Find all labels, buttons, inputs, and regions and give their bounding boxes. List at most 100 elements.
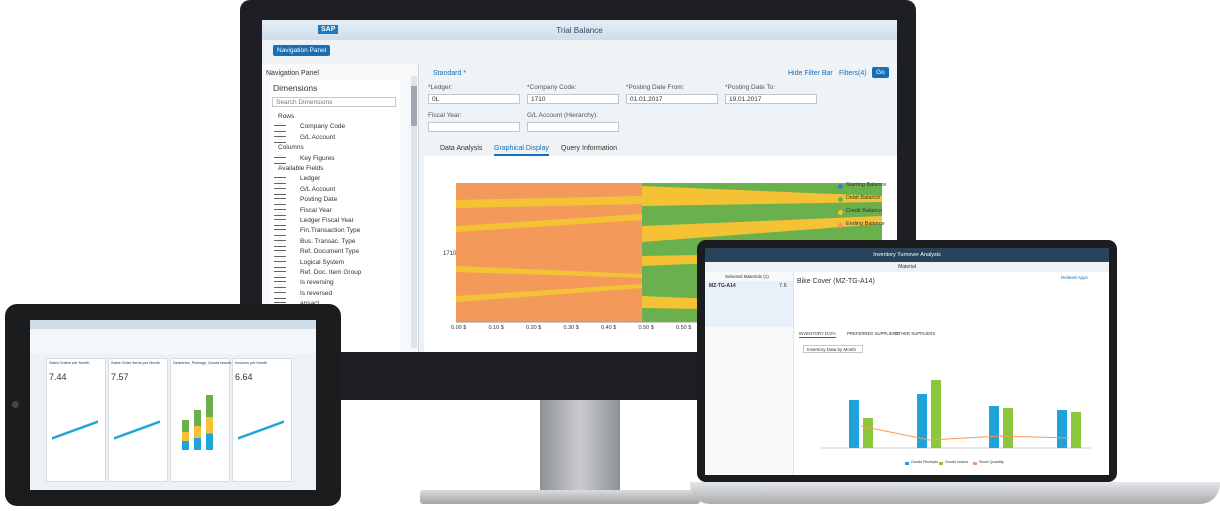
field-label: G/L Account (Hierarchy): bbox=[527, 112, 598, 119]
card-title: Deliveries, Pickings, Goods Issues bbox=[173, 361, 232, 365]
nav-item: Is reversed bbox=[300, 289, 333, 297]
tablet-screen: Sales Orders per Month 7.44 Sales Order It… bbox=[30, 320, 316, 490]
field-input[interactable]: 0L bbox=[428, 94, 520, 104]
nav-item: G/L Account bbox=[300, 185, 336, 193]
legend-dot bbox=[838, 210, 843, 215]
card-kpi: 7.57 bbox=[111, 372, 129, 382]
list-item-value: 7.6 bbox=[779, 283, 787, 289]
laptop-chart bbox=[821, 380, 1091, 449]
related-apps[interactable]: Related Apps bbox=[1061, 275, 1088, 280]
x-tick-label: 0.40 $ bbox=[601, 325, 617, 331]
kpi-card[interactable] bbox=[170, 358, 230, 482]
tablet-header bbox=[30, 320, 316, 329]
sap-logo: SAP bbox=[318, 25, 339, 34]
card-title: Sales Order Items per Month bbox=[111, 361, 160, 365]
nav-item: Fin.Transaction Type bbox=[300, 227, 361, 235]
tablet-button bbox=[12, 401, 19, 408]
legend-label: Credit Balance bbox=[846, 208, 883, 214]
object-title: Bike Cover (MZ-TG-A14) bbox=[797, 278, 875, 285]
legend-label: Goods Issues bbox=[945, 460, 969, 464]
line-chart bbox=[52, 395, 98, 465]
drag-icon bbox=[274, 260, 286, 268]
x-tick-label: 0.10 $ bbox=[488, 325, 504, 331]
nav-item: Is reversing bbox=[300, 279, 334, 287]
x-tick-label: 0.50 $ bbox=[676, 325, 692, 331]
nav-item: Key Figures bbox=[300, 154, 335, 162]
field-input[interactable] bbox=[527, 122, 619, 132]
card-title: Sales Orders per Month bbox=[49, 361, 90, 365]
stack-bar bbox=[206, 395, 213, 450]
legend-swatch bbox=[973, 462, 977, 465]
nav-search[interactable]: Search Dimensions bbox=[272, 97, 396, 107]
field-input[interactable]: 1710 bbox=[527, 94, 619, 104]
drag-icon bbox=[274, 219, 286, 226]
field-label: *Posting Date To: bbox=[725, 84, 776, 91]
x-tick-label: 0.00 $ bbox=[451, 325, 467, 331]
drag-icon bbox=[274, 125, 286, 133]
line-chart bbox=[238, 395, 284, 465]
field-input[interactable] bbox=[428, 122, 520, 132]
variant[interactable]: Standard * bbox=[433, 70, 467, 77]
x-tick-label: 0.30 $ bbox=[563, 325, 579, 331]
area-credit bbox=[642, 186, 882, 312]
nav-item: ansact bbox=[300, 301, 319, 308]
legend-dot bbox=[838, 184, 843, 189]
legend-label: Debit Balance bbox=[846, 195, 881, 201]
nav-item: Ref. Doc. Item Group bbox=[300, 269, 362, 276]
field-input[interactable]: 19.01.2017 bbox=[725, 94, 817, 104]
object-tab[interactable]: PREFERRED SUPPLIERS bbox=[847, 331, 899, 336]
drag-icon bbox=[274, 250, 286, 258]
list-item[interactable] bbox=[705, 281, 793, 327]
legend-swatch bbox=[905, 462, 909, 465]
card-title: Invoices per Month bbox=[235, 361, 268, 365]
nav-section: Available Fields bbox=[278, 165, 324, 172]
nav-item: Ledger bbox=[300, 175, 321, 183]
nav-item: Bus. Transac. Type bbox=[300, 237, 356, 245]
tab[interactable]: Graphical Display bbox=[494, 145, 549, 156]
drag-icon bbox=[274, 135, 286, 143]
monitor-neck bbox=[540, 400, 620, 492]
nav-item: Ledger Fiscal Year bbox=[300, 217, 354, 224]
laptop-base bbox=[690, 482, 1220, 504]
legend-dot bbox=[838, 223, 843, 228]
monitor-base bbox=[420, 490, 700, 504]
list-title: Selected Materials (1) bbox=[725, 274, 769, 279]
list-item-title: MZ-TG-A14 bbox=[709, 283, 736, 289]
filters[interactable]: Filters(4) bbox=[839, 70, 867, 77]
drag-icon bbox=[274, 239, 286, 247]
nav-scrollbar bbox=[411, 76, 417, 348]
chart-select[interactable]: Inventory Data by Month bbox=[803, 345, 863, 353]
legend-label: Stock Quantity bbox=[979, 460, 1004, 464]
object-tab[interactable]: OTHER SUPPLIERS bbox=[895, 331, 936, 336]
tab[interactable]: Query Information bbox=[561, 145, 618, 152]
line-chart bbox=[114, 395, 160, 465]
laptop-screen: Inventory Turnover Analysis Material Sel… bbox=[705, 248, 1109, 475]
field-input[interactable]: 01.01.2017 bbox=[626, 94, 718, 104]
drag-icon bbox=[274, 156, 286, 164]
nav-section: Rows bbox=[278, 113, 295, 120]
nav-item: Company Code bbox=[300, 123, 346, 131]
legend-label: Goods Receipts bbox=[911, 460, 939, 464]
laptop-subtitle: Material bbox=[898, 264, 916, 270]
nav-item: G/L Account bbox=[300, 133, 336, 141]
field-label: *Company Code: bbox=[527, 84, 577, 91]
field-label: *Posting Date From: bbox=[626, 84, 685, 91]
nav-heading: Dimensions bbox=[273, 83, 318, 93]
nav-section: Columns bbox=[278, 144, 304, 152]
object-tab[interactable]: INVENTORY DATA bbox=[799, 331, 836, 339]
tablet-filterbar bbox=[30, 329, 316, 354]
x-tick-label: 0.50 $ bbox=[638, 325, 654, 331]
hide-filter-bar[interactable]: Hide Filter Bar bbox=[788, 70, 833, 77]
tab[interactable]: Data Analysis bbox=[440, 145, 483, 152]
nav-panel-button[interactable]: Navigation Panel bbox=[273, 45, 331, 56]
drag-icon bbox=[274, 271, 286, 278]
go-button[interactable]: Go bbox=[872, 67, 889, 78]
card-kpi: 7.44 bbox=[49, 372, 67, 382]
legend-dot bbox=[838, 197, 843, 202]
field-label: *Ledger: bbox=[428, 84, 453, 91]
field-label: Fiscal Year: bbox=[428, 112, 462, 119]
legend-label: Ending Balance bbox=[846, 221, 885, 227]
nav-item: Logical System bbox=[300, 258, 345, 266]
drag-icon bbox=[274, 229, 286, 237]
